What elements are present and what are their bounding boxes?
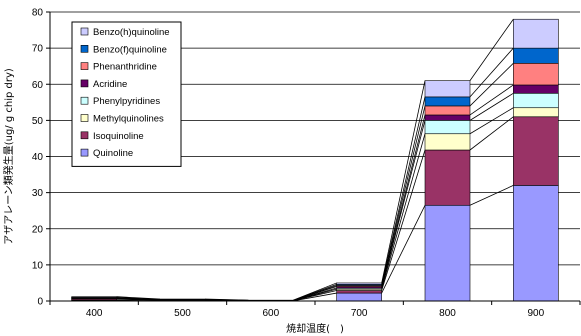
bar-segment-isoquinoline [424, 149, 471, 206]
y-tick-label: 60 [32, 80, 44, 91]
series-line [381, 96, 426, 285]
bar-segment-benzo-f-quinoline [513, 47, 559, 64]
series-lines [116, 18, 514, 302]
series-line [469, 84, 514, 116]
bar-segment-quinoline [336, 292, 382, 302]
series-line [469, 63, 514, 107]
series-line [469, 185, 514, 206]
y-tick-label: 20 [32, 224, 44, 235]
series-line [469, 18, 514, 81]
y-tick-label: 70 [32, 44, 44, 55]
series-line [381, 205, 426, 294]
series-line [381, 133, 426, 290]
x-axis-title: 焼却温度( ) [286, 322, 344, 335]
bar-segment-benzo-h-quinoline [71, 296, 117, 298]
legend-swatch [80, 114, 89, 122]
legend-label: Acridine [93, 79, 127, 90]
legend-box [71, 21, 182, 167]
bar-segment-phenylpyridines [513, 92, 559, 109]
bar-segment-isoquinoline [336, 290, 382, 294]
series-line [469, 47, 514, 98]
legend: Benzo(h)quinoline Benzo(f)quinoline Phenan… [71, 21, 182, 167]
x-tick-label: 700 [351, 308, 368, 319]
bar-segment-phenanthridine [424, 105, 471, 116]
series-line [381, 120, 426, 289]
x-tick-label: 800 [439, 308, 456, 319]
tick-labels: 0 10 20 30 40 50 60 70 80 400 500 600 700 800 900 [32, 8, 545, 320]
axes [46, 11, 581, 305]
legend-label: Benzo(h)quinoline [93, 27, 170, 38]
legend-label: Isoquinoline [93, 131, 144, 142]
legend-label: Quinoline [93, 148, 133, 159]
y-axis-title: アザアレーン類発生量(ug/ g chip dry) [2, 68, 15, 245]
bar-segment-acridine [424, 114, 471, 121]
legend-swatch [80, 27, 89, 36]
y-tick-label: 10 [32, 260, 44, 271]
series-line [381, 105, 426, 286]
legend-label: Phenylpyridines [93, 96, 160, 107]
x-tick-label: 900 [527, 308, 544, 319]
bar-segment-benzo-h-quinoline [336, 282, 382, 285]
series-line [204, 298, 249, 301]
bar-segment-phenanthridine [513, 62, 559, 86]
bar-segment-benzo-h-quinoline [424, 80, 471, 98]
series-line [293, 292, 337, 302]
series-line [381, 149, 426, 291]
legend-swatch [80, 62, 89, 70]
x-tick-label: 600 [262, 308, 279, 319]
legend-label: Methylquinolines [93, 114, 164, 125]
legend-swatch [80, 131, 89, 140]
y-tick-label: 40 [32, 152, 44, 163]
bar-segment-benzo-f-quinoline [424, 96, 471, 107]
legend-swatch [80, 148, 89, 157]
y-tick-label: 80 [32, 8, 44, 19]
bar-segment-methylquinolines [424, 133, 471, 151]
bar-segment-isoquinoline [513, 116, 559, 186]
bar-segment-acridine [513, 84, 559, 94]
bar-segment-quinoline [513, 185, 559, 302]
series-line [469, 116, 514, 151]
y-tick-label: 50 [32, 116, 44, 127]
series-line [469, 107, 514, 135]
bar-segment-phenylpyridines [424, 120, 471, 135]
y-tick-label: 30 [32, 188, 44, 199]
legend-swatch [80, 96, 89, 105]
legend-label: Phenanthridine [93, 62, 157, 73]
y-tick-label: 0 [37, 297, 43, 308]
series-line [381, 114, 426, 287]
series-line [116, 296, 161, 300]
bar-segment-benzo-h-quinoline [513, 18, 559, 49]
bar-segment-methylquinolines [513, 107, 559, 118]
series-line [381, 80, 426, 284]
x-tick-label: 500 [174, 308, 191, 319]
x-tick-label: 400 [86, 308, 103, 319]
series-line [469, 92, 514, 121]
legend-swatch [80, 79, 89, 88]
legend-swatch [80, 44, 89, 53]
series-line [116, 296, 161, 300]
bars [71, 18, 559, 302]
series-line [293, 282, 337, 301]
bar-segment-quinoline [424, 204, 471, 302]
legend-label: Benzo(f)quinoline [93, 44, 167, 55]
